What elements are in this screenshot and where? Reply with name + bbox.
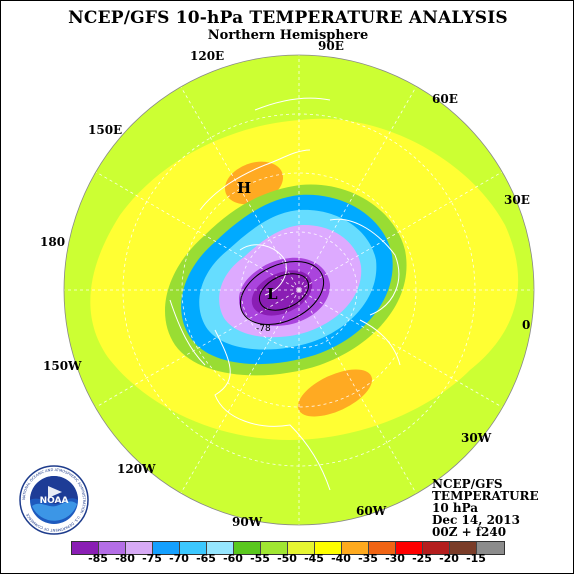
colorbar-swatch [477,542,504,554]
info-line-field: TEMPERATURE [432,489,539,503]
colorbar-swatch [99,542,126,554]
coastlines [169,97,401,491]
colorbar-swatch [234,542,261,554]
colorbar-tick-label: -35 [358,552,378,565]
noaa-logo: NOAA NATIONAL OCEANIC AND ATMOSPHERIC AD… [19,465,89,535]
colorbar-tick-label: -70 [169,552,189,565]
colorbar-tick-label: -75 [142,552,162,565]
colorbar-tick-label: -20 [439,552,459,565]
colorbar-swatch [72,542,99,554]
lon-label-30e: 30E [504,193,530,207]
colorbar-tick-label: -30 [385,552,405,565]
colorbar-tick-label: -85 [88,552,108,565]
globe-edge [63,54,535,526]
lon-label-30w: 30W [461,431,492,445]
info-line-model: NCEP/GFS [432,477,503,491]
lon-label-180: 180 [40,235,66,249]
colorbar-swatch [315,542,342,554]
lon-label-60w: 60W [356,504,387,518]
colorbar-swatch [180,542,207,554]
info-line-date: Dec 14, 2013 [432,513,520,527]
colorbar-tick-label: -55 [250,552,270,565]
colorbar-swatch [369,542,396,554]
colorbar-tick-label: -50 [277,552,297,565]
logo-center-text: NOAA [40,496,69,506]
colorbar-swatch [450,542,477,554]
colorbar [71,541,505,555]
contour-label: -78 [256,324,271,334]
field-cold-core [251,270,313,316]
info-line-forecast: 00Z + f240 [432,525,507,539]
info-line-level: 10 hPa [432,501,479,515]
lon-label-90e: 90E [318,39,344,53]
colorbar-swatch [126,542,153,554]
lon-label-0: 0 [522,318,531,332]
colorbar-tick-label: -25 [412,552,432,565]
colorbar-tick-label: -45 [304,552,324,565]
lon-label-120w: 120W [117,462,156,476]
lon-label-60e: 60E [432,92,458,106]
field-warm-atlantic [297,369,373,417]
colorbar-swatch [207,542,234,554]
info-panel: NCEP/GFS TEMPERATURE 10 hPa Dec 14, 2013… [432,478,539,538]
page-title: NCEP/GFS 10-hPa TEMPERATURE ANALYSIS [68,8,508,28]
colorbar-swatch [342,542,369,554]
lon-label-90w: 90W [232,515,263,529]
colorbar-tick-label: -60 [223,552,243,565]
lon-label-120e: 120E [190,49,225,63]
colorbar-swatch [423,542,450,554]
lon-label-150w: 150W [43,359,82,373]
colorbar-tick-label: -65 [196,552,216,565]
lon-label-150e: 150E [88,123,123,137]
colorbar-tick-label: -40 [331,552,351,565]
page-subtitle: Northern Hemisphere [207,28,369,43]
graticule [64,55,534,525]
low-symbol: L [267,285,278,303]
contour-lines [239,261,325,325]
colorbar-tick-label: -15 [466,552,486,565]
colorbar-swatch [261,542,288,554]
high-symbol: H [237,179,251,197]
colorbar-ticks: -85 -80 -75 -70 -65 -60 -55 -50 -45 -40 -35 -30 -25-… [71,552,506,566]
colorbar-swatch [153,542,180,554]
colorbar-swatch [288,542,315,554]
colorbar-swatch [396,542,423,554]
colorbar-tick-label: -80 [115,552,135,565]
